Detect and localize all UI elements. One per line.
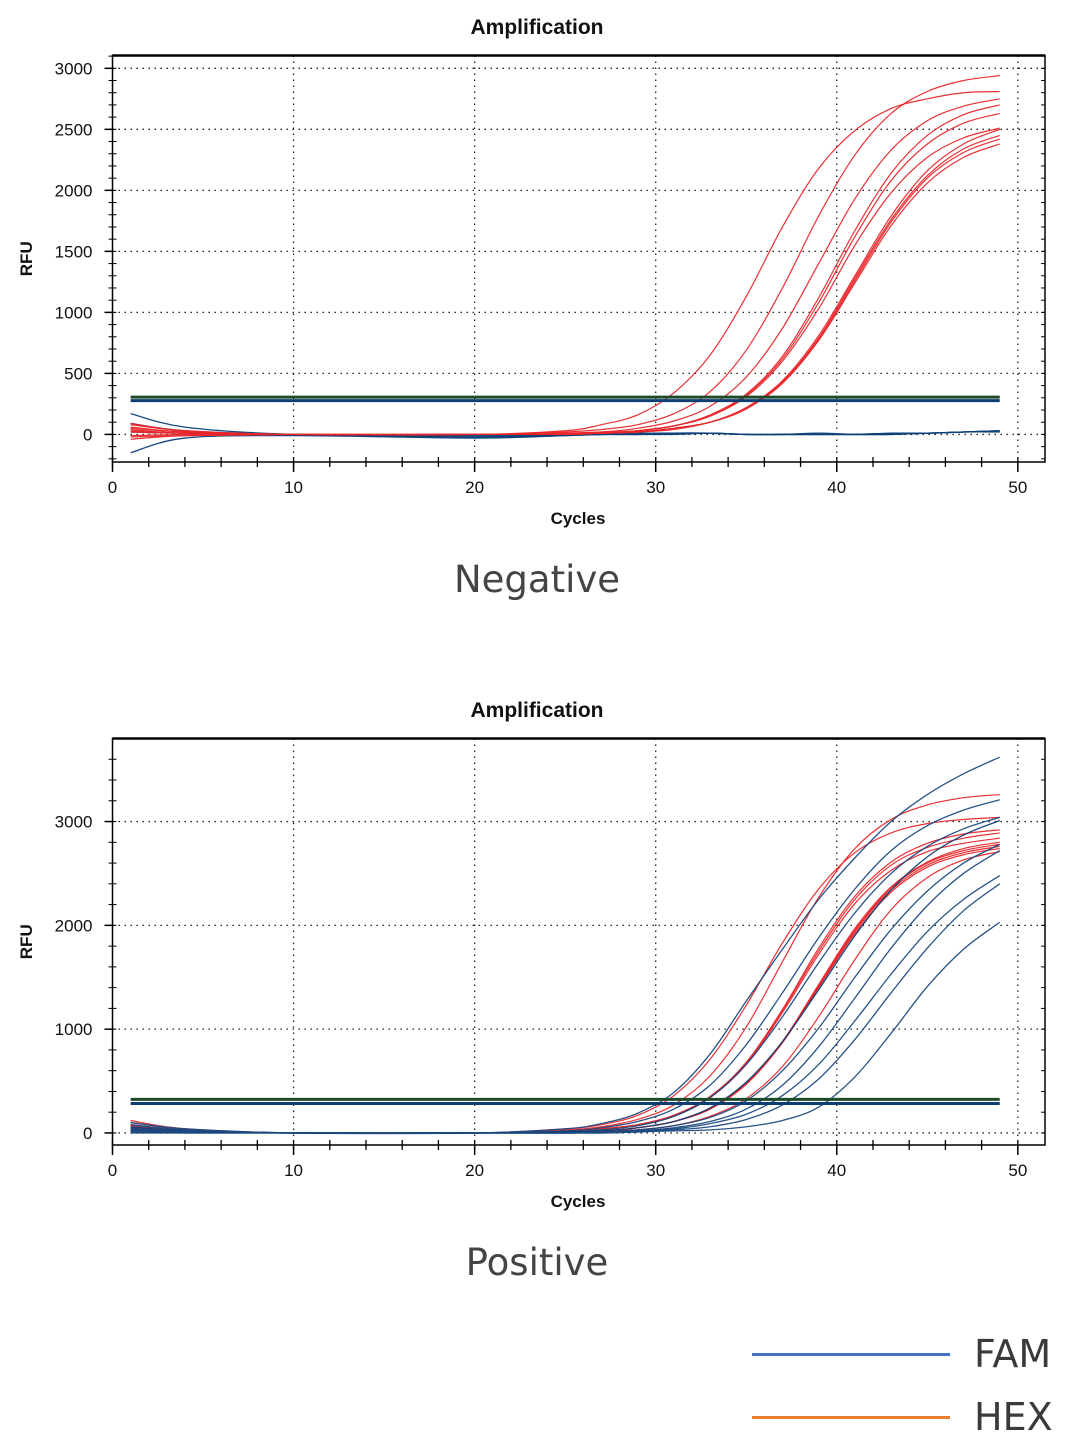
x-tick-label: 0	[108, 1161, 117, 1180]
x-tick-label: 20	[465, 478, 484, 497]
fam-amplification-curve	[130, 874, 1001, 1134]
plot-frame	[111, 737, 1046, 1146]
x-tick-label: 30	[646, 1161, 665, 1180]
y-tick-label: 2000	[55, 916, 93, 935]
hex-amplification-curve	[130, 143, 1000, 436]
y-tick-label: 2000	[55, 181, 93, 200]
fam-amplification-curve	[130, 799, 1000, 1134]
hex-amplification-curve	[130, 112, 1000, 436]
fam-legend-line	[752, 1353, 950, 1356]
hex-amplification-curve	[130, 832, 1000, 1134]
hex-legend-line	[752, 1416, 950, 1419]
x-tick-label: 50	[1008, 478, 1027, 497]
hex-amplification-curve	[130, 847, 1000, 1134]
x-tick-label: 20	[465, 1161, 484, 1180]
y-tick-label: 3000	[55, 59, 93, 78]
y-tick-label: 0	[83, 1124, 92, 1143]
x-tick-label: 40	[827, 478, 846, 497]
fam-legend-label: FAM	[974, 1332, 1052, 1376]
hex-amplification-curve	[130, 829, 1000, 1134]
y-tick-label: 500	[64, 364, 92, 383]
y-axis-label: RFU	[17, 241, 36, 276]
y-tick-label: 0	[83, 425, 92, 444]
hex-amplification-curve	[130, 98, 1000, 436]
y-axis-label: RFU	[17, 924, 36, 959]
fam-amplification-curve	[130, 921, 1001, 1134]
x-axis-label: Cycles	[551, 509, 606, 528]
hex-amplification-curve	[130, 134, 1000, 436]
positive-amplification-chart: Amplification Cycles RFU 0 10 20 30 40 50 0 1000 20…	[17, 699, 1046, 1211]
x-tick-label: 0	[108, 478, 117, 497]
chart-title: Amplification	[470, 699, 603, 722]
fam-amplification-curve	[130, 850, 1001, 1134]
hex-amplification-curve	[130, 90, 1000, 436]
fam-amplification-curve	[130, 816, 1000, 1134]
x-tick-label: 50	[1008, 1161, 1027, 1180]
negative-caption: Negative	[453, 558, 621, 601]
x-tick-label: 10	[284, 1161, 303, 1180]
hex-amplification-curve	[130, 851, 1000, 1134]
fam-amplification-curve	[130, 883, 1001, 1134]
hex-legend-label: HEX	[974, 1395, 1053, 1439]
x-tick-label: 30	[646, 478, 665, 497]
x-tick-label: 10	[284, 478, 303, 497]
chart-title: Amplification	[470, 16, 603, 39]
hex-amplification-curve	[130, 841, 1000, 1134]
positive-caption: Positive	[465, 1241, 609, 1284]
hex-amplification-curve	[130, 816, 1000, 1135]
hex-amplification-curve	[130, 793, 1000, 1134]
legend-item-fam: FAM	[752, 1329, 1072, 1379]
hex-amplification-curve	[130, 837, 1000, 1134]
y-tick-label: 1000	[55, 1020, 93, 1039]
fam-amplification-curve	[130, 756, 1001, 1135]
hex-amplification-curve	[130, 138, 1000, 437]
hex-amplification-curve	[130, 845, 1000, 1134]
y-tick-label: 3000	[55, 813, 93, 832]
y-tick-label: 1000	[55, 303, 93, 322]
y-tick-label: 1500	[55, 242, 93, 261]
hex-amplification-curve	[130, 128, 1000, 436]
x-axis-label: Cycles	[551, 1192, 606, 1211]
hex-amplification-curve	[130, 104, 1000, 436]
x-tick-label: 40	[827, 1161, 846, 1180]
hex-amplification-curve	[130, 127, 1000, 440]
y-tick-label: 2500	[55, 120, 93, 139]
legend-item-hex: HEX	[752, 1392, 1072, 1442]
